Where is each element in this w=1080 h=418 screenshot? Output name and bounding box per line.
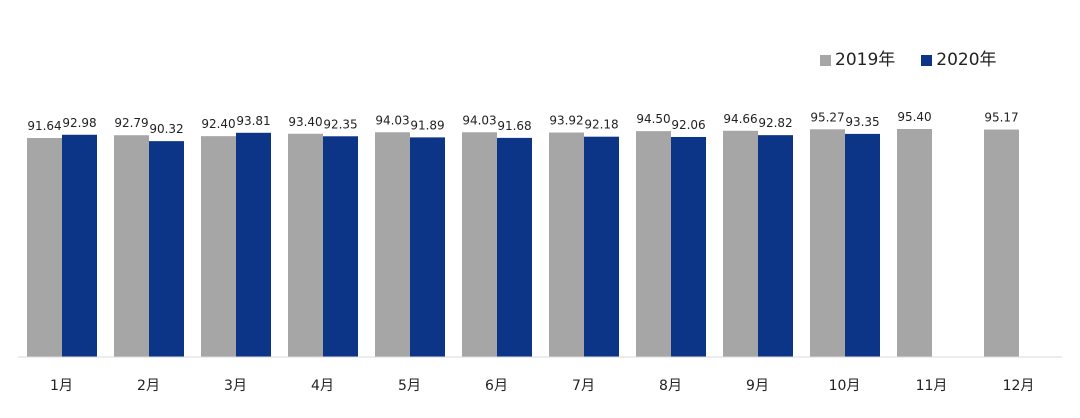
data-label-2020年-6月: 91.68 [497, 119, 531, 133]
data-label-2020年-2月: 90.32 [149, 122, 183, 136]
data-label-2020年-9月: 92.82 [758, 116, 792, 130]
data-label-2019年-5月: 94.03 [375, 113, 409, 127]
bars-layer [27, 128, 1019, 357]
x-tick-label: 6月 [485, 378, 508, 394]
data-label-2020年-10月: 93.35 [845, 115, 879, 129]
bar-2020年-8月 [671, 136, 706, 357]
bar-2019年-9月 [723, 130, 758, 357]
data-label-2020年-8月: 92.06 [671, 118, 705, 132]
bar-2019年-11月 [897, 128, 932, 357]
data-label-2019年-2月: 92.79 [114, 116, 148, 130]
legend-swatch-2020 [921, 54, 933, 66]
bar-2020年-9月 [758, 135, 793, 357]
data-labels-layer: 91.64 92.98 92.79 90.32 92.40 93.81 93.40 92.35… [27, 110, 1018, 136]
x-tick-label: 9月 [746, 378, 769, 394]
bar-2020年-5月 [410, 137, 445, 357]
bar-2019年-10月 [810, 129, 845, 357]
data-label-2020年-4月: 92.35 [323, 117, 357, 131]
legend: 2019年 2020年 [820, 50, 997, 70]
x-tick-label: 3月 [224, 378, 247, 394]
bar-2020年-6月 [497, 137, 532, 357]
data-label-2020年-3月: 93.81 [236, 114, 270, 128]
x-tick-label: 5月 [398, 378, 421, 394]
x-tick-label: 1月 [50, 378, 73, 394]
bar-2019年-8月 [636, 131, 671, 357]
bar-2019年-7月 [549, 132, 584, 357]
bar-2020年-10月 [845, 133, 880, 357]
bar-2019年-6月 [462, 132, 497, 357]
bar-2019年-12月 [984, 129, 1019, 357]
x-tick-label: 2月 [137, 378, 160, 394]
bar-2020年-2月 [149, 141, 184, 357]
bar-2020年-7月 [584, 136, 619, 357]
x-tick-label: 7月 [572, 378, 595, 394]
data-label-2019年-9月: 94.66 [723, 112, 757, 126]
data-label-2019年-11月: 95.40 [897, 110, 931, 124]
data-label-2019年-4月: 93.40 [288, 115, 322, 129]
legend-swatch-2019 [820, 54, 831, 66]
bar-2019年-2月 [114, 135, 149, 357]
data-label-2019年-6月: 94.03 [462, 113, 496, 127]
bar-2019年-3月 [201, 136, 236, 357]
legend-label-2019: 2019年 [835, 50, 896, 70]
data-label-2020年-7月: 92.18 [584, 118, 618, 132]
data-label-2019年-8月: 94.50 [636, 112, 670, 126]
x-tick-label: 12月 [1003, 378, 1035, 394]
x-tick-label: 8月 [659, 378, 682, 394]
data-label-2020年-5月: 91.89 [410, 118, 444, 132]
data-label-2019年-7月: 93.92 [549, 114, 583, 128]
bar-2019年-4月 [288, 133, 323, 357]
x-tick-label: 11月 [916, 378, 948, 394]
x-tick-label: 4月 [311, 378, 334, 394]
data-label-2019年-3月: 92.40 [201, 117, 235, 131]
legend-item-2020: 2020年 [921, 50, 997, 70]
bar-2019年-1月 [27, 137, 62, 357]
x-tick-label: 10月 [829, 378, 861, 394]
legend-label-2020: 2020年 [936, 50, 997, 70]
legend-item-2019: 2019年 [820, 50, 895, 70]
data-label-2019年-10月: 95.27 [810, 110, 844, 124]
data-label-2019年-12月: 95.17 [984, 111, 1018, 125]
data-label-2019年-1月: 91.64 [27, 119, 61, 133]
data-label-2020年-1月: 92.98 [62, 116, 96, 130]
bar-2019年-5月 [375, 132, 410, 357]
bar-2020年-4月 [323, 136, 358, 357]
bar-2020年-1月 [62, 134, 97, 357]
x-tick-labels: 1月 2月 3月 4月 5月 6月 7月 8月 9月 10月 11月 12月 [50, 378, 1034, 394]
bar-2020年-3月 [236, 132, 271, 357]
